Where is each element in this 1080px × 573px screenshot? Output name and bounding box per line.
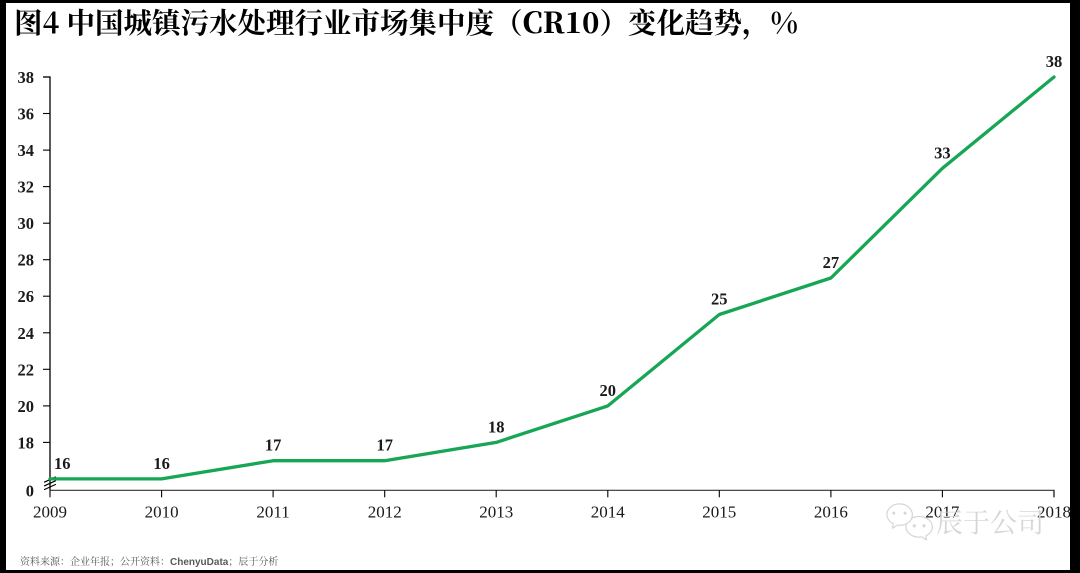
svg-text:26: 26 [18, 287, 35, 306]
svg-text:30: 30 [18, 214, 35, 233]
svg-text:2009: 2009 [33, 502, 67, 521]
svg-text:17: 17 [265, 436, 282, 455]
svg-text:28: 28 [18, 251, 35, 270]
svg-text:22: 22 [18, 360, 35, 379]
svg-text:20: 20 [600, 381, 617, 400]
svg-text:38: 38 [1046, 52, 1063, 71]
svg-text:0: 0 [26, 481, 34, 500]
svg-text:34: 34 [18, 141, 35, 160]
svg-text:2012: 2012 [368, 502, 402, 521]
svg-text:24: 24 [18, 324, 35, 343]
svg-text:38: 38 [18, 68, 35, 87]
svg-text:36: 36 [18, 105, 35, 124]
svg-text:辰于公司: 辰于公司 [936, 502, 1044, 541]
svg-text:20: 20 [18, 397, 35, 416]
svg-text:32: 32 [18, 178, 35, 197]
svg-text:2013: 2013 [479, 502, 513, 521]
svg-text:33: 33 [934, 143, 951, 162]
svg-text:18: 18 [18, 433, 35, 452]
svg-text:2011: 2011 [256, 502, 289, 521]
svg-text:2014: 2014 [591, 502, 626, 521]
svg-text:2015: 2015 [702, 502, 736, 521]
svg-text:2010: 2010 [145, 502, 179, 521]
svg-text:27: 27 [823, 253, 840, 272]
svg-text:17: 17 [376, 436, 393, 455]
svg-text:2016: 2016 [814, 502, 848, 521]
svg-text:18: 18 [488, 417, 505, 436]
svg-text:16: 16 [54, 454, 71, 473]
svg-text:16: 16 [153, 454, 170, 473]
svg-text:25: 25 [711, 290, 728, 309]
